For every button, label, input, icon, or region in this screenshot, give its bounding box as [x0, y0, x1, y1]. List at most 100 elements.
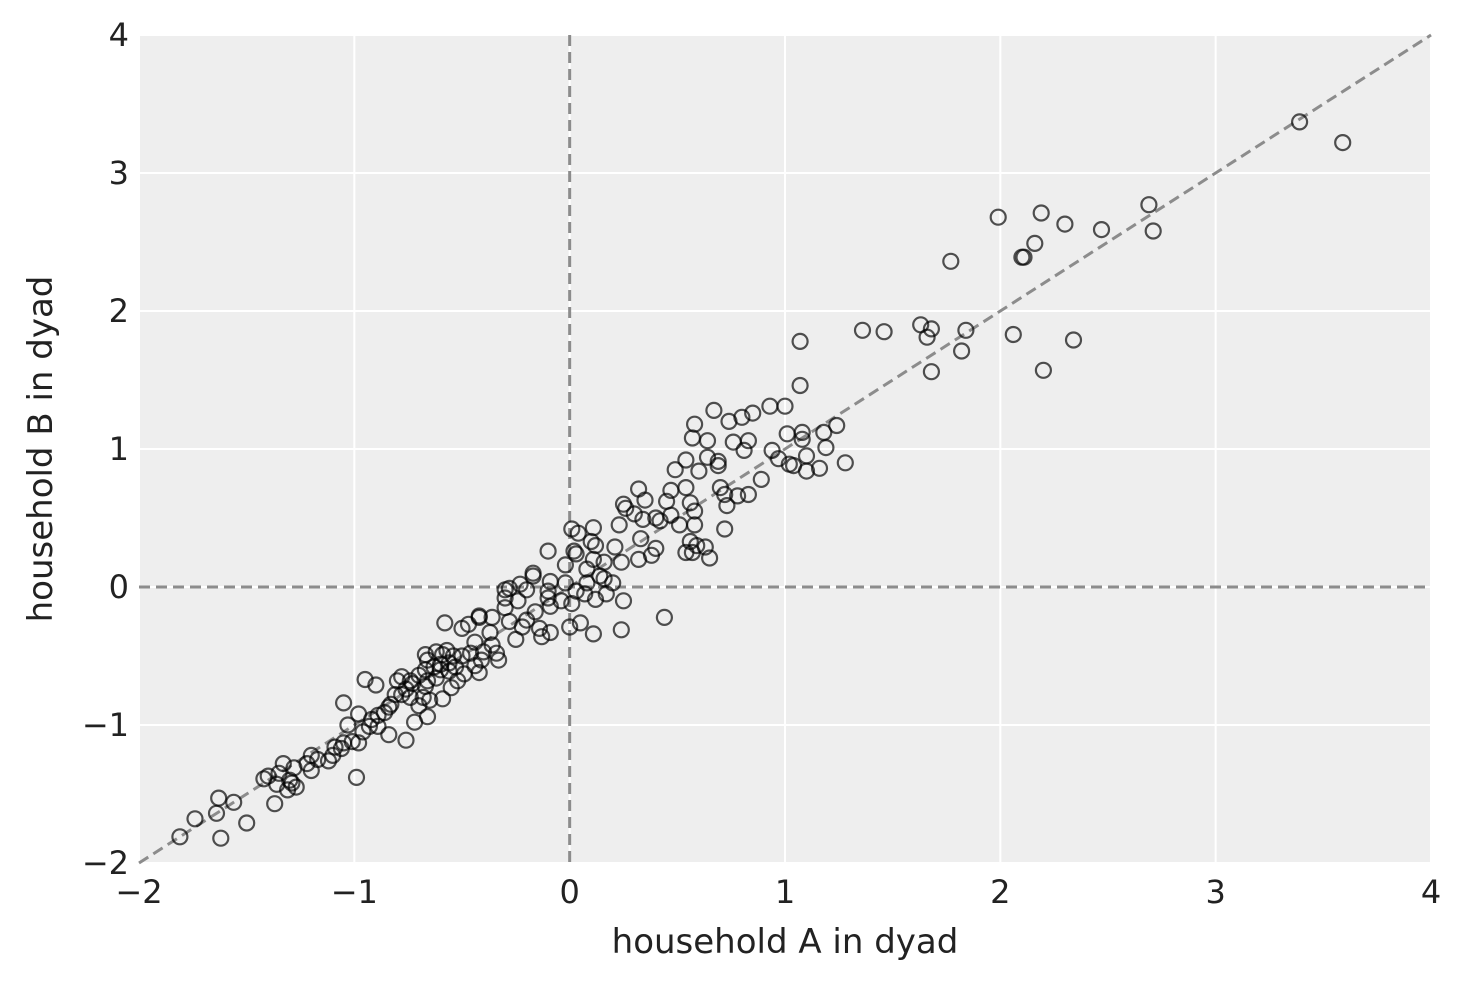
scatter-point-32 — [828, 416, 846, 435]
y-tick-label-0: −2 — [82, 844, 129, 882]
scatter-point-197 — [382, 695, 400, 713]
scatter-point-185 — [397, 680, 415, 698]
y-tick-label-6: 4 — [109, 16, 129, 54]
scatter-point-126 — [586, 590, 605, 609]
scatter-point-159 — [438, 641, 456, 660]
scatter-point-92 — [677, 543, 695, 562]
scatter-point-149 — [436, 614, 454, 632]
scatter-point-229 — [281, 771, 299, 789]
scatter-point-37 — [698, 432, 717, 450]
x-axis-ticks: −2 −1 0 1 2 3 4 — [115, 873, 1441, 911]
scatter-point-112 — [524, 567, 542, 585]
scatter-point-64 — [718, 497, 736, 515]
scatter-point-108 — [578, 574, 596, 592]
scatter-point-139 — [584, 625, 603, 643]
scatter-point-136 — [541, 623, 559, 642]
scatter-point-172 — [425, 658, 443, 676]
scatter-point-201 — [354, 723, 372, 741]
scatter-point-152 — [487, 644, 506, 662]
scatter-point-24 — [791, 376, 809, 395]
scatter-point-16 — [952, 342, 971, 360]
scatter-point-6 — [1032, 204, 1050, 222]
scatter-point-215 — [319, 752, 338, 770]
x-tick-label-6: 4 — [1421, 873, 1441, 911]
scatter-point-186 — [393, 685, 411, 704]
scatter-point-46 — [769, 450, 788, 468]
scatter-point-214 — [324, 746, 342, 765]
scatter-point-181 — [442, 679, 460, 697]
scatter-point-230 — [347, 768, 366, 787]
scatter-point-0 — [1290, 113, 1309, 131]
scatter-point-238 — [171, 828, 189, 846]
scatter-point-75 — [647, 509, 665, 527]
scatter-point-56 — [709, 457, 727, 475]
scatter-point-234 — [207, 804, 226, 822]
scatter-point-170 — [440, 662, 458, 680]
scatter-point-5 — [1056, 215, 1074, 233]
scatter-point-88 — [632, 530, 650, 548]
scatter-point-1 — [1334, 134, 1352, 152]
scatter-point-13 — [1004, 325, 1022, 344]
scatter-point-137 — [561, 618, 579, 636]
scatter-point-78 — [670, 516, 689, 534]
scatter-point-49 — [836, 454, 854, 472]
scatter-point-122 — [509, 592, 527, 610]
scatter-point-236 — [212, 829, 230, 847]
scatter-point-61 — [716, 485, 734, 504]
scatter-point-231 — [266, 795, 284, 813]
scatter-point-76 — [651, 512, 669, 530]
x-tick-label-0: −2 — [115, 873, 162, 911]
scatter-point-206 — [339, 716, 357, 734]
scatter-point-103 — [556, 556, 575, 574]
y-tick-label-5: 3 — [109, 154, 129, 192]
scatter-point-27 — [744, 404, 762, 422]
scatter-point-79 — [634, 510, 652, 529]
scatter-point-235 — [238, 814, 256, 832]
scatter-point-23 — [791, 332, 809, 350]
scatter-point-138 — [571, 614, 590, 632]
scatter-point-140 — [612, 621, 630, 639]
scatter-point-213 — [326, 738, 344, 756]
scatter-point-14 — [1034, 361, 1053, 379]
y-tick-label-4: 2 — [109, 292, 129, 330]
scatter-point-22 — [875, 323, 893, 341]
scatter-point-124 — [552, 592, 570, 610]
scatter-point-237 — [186, 810, 204, 828]
y-axis-label: household B in dyad — [21, 276, 61, 623]
x-axis-label: household A in dyad — [612, 922, 959, 962]
scatter-point-221 — [274, 754, 292, 773]
scatter-point-15 — [957, 321, 975, 339]
scatter-point-204 — [350, 705, 368, 723]
scatter-point-81 — [610, 516, 628, 534]
scatter-point-10 — [1015, 248, 1033, 266]
y-tick-label-2: 0 — [109, 568, 129, 606]
scatter-point-85 — [582, 532, 600, 551]
scatter-point-177 — [401, 672, 419, 690]
scatter-point-123 — [539, 589, 557, 607]
scatter-point-100 — [565, 542, 583, 560]
scatter-point-54 — [797, 462, 816, 480]
scatter-point-62 — [728, 487, 747, 505]
scatter-point-20 — [922, 363, 941, 381]
scatter-point-40 — [793, 430, 811, 448]
scatter-point-120 — [597, 585, 615, 603]
scatter-point-55 — [810, 459, 829, 477]
scatter-point-12 — [1064, 331, 1083, 349]
scatter-point-51 — [666, 461, 684, 479]
scatter-point-144 — [481, 623, 499, 642]
scatter-point-8 — [1026, 234, 1044, 252]
scatter-point-67 — [681, 494, 699, 512]
scatter-point-3 — [1144, 222, 1162, 240]
scatter-point-115 — [496, 581, 514, 599]
scatter-point-96 — [629, 550, 648, 569]
scatter-point-182 — [434, 690, 452, 708]
scatter-point-104 — [578, 560, 596, 578]
scatter-point-39 — [739, 432, 758, 450]
scatter-point-210 — [380, 726, 398, 744]
scatter-point-101 — [567, 545, 585, 563]
scatter-point-193 — [406, 713, 424, 731]
scatter-point-191 — [410, 697, 428, 715]
scatter-point-31 — [720, 412, 738, 430]
scatter-point-71 — [629, 480, 648, 498]
